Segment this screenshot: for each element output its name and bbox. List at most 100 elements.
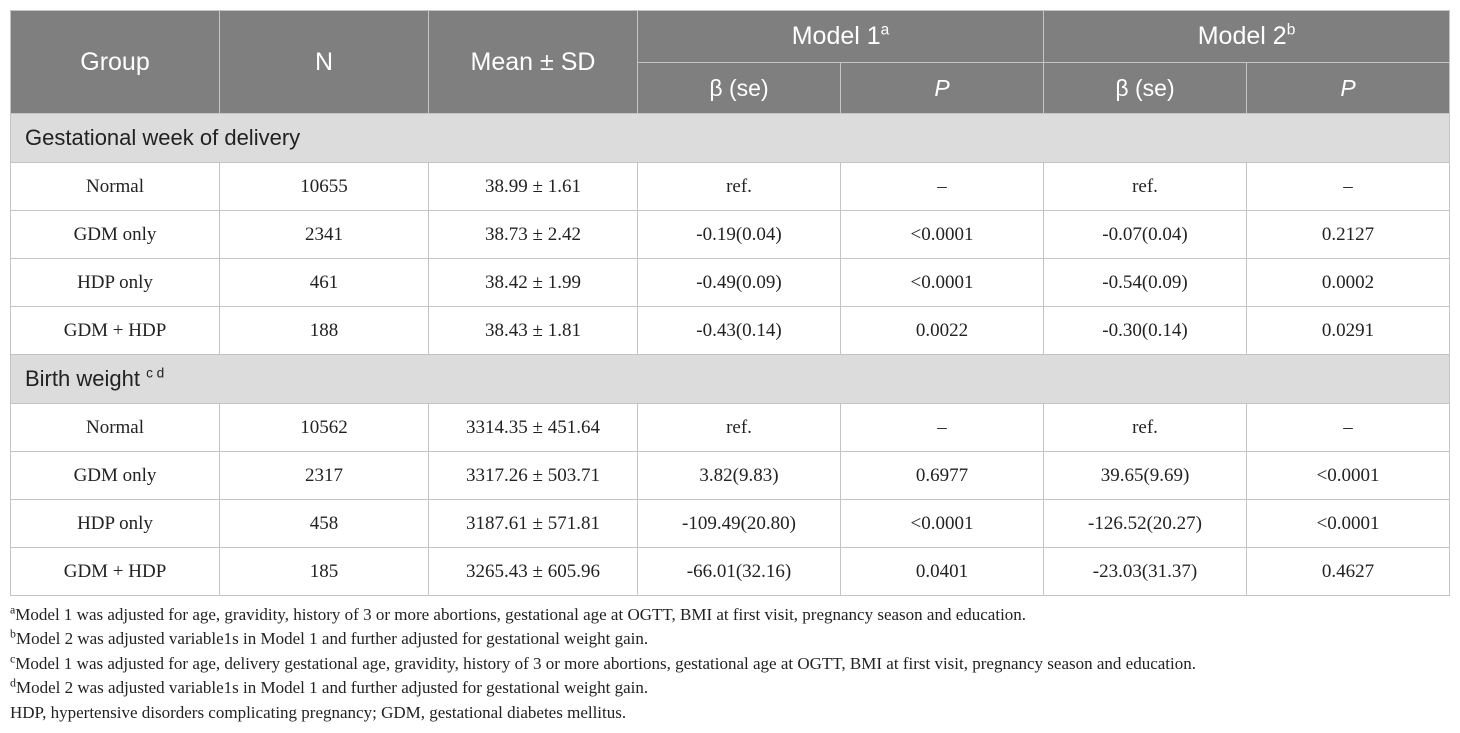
cell-model-1-p: – [839, 403, 1045, 452]
cell-model-1-beta: ref. [637, 403, 841, 452]
cell-model-2-p: 0.2127 [1246, 210, 1451, 259]
cell-model-1-p: – [839, 162, 1045, 211]
cell-group: Normal [10, 162, 220, 211]
table-body: Gestational week of delivery Normal 1065… [9, 113, 1451, 596]
section-title: Birth weight c d [9, 354, 1451, 404]
cell-n: 10655 [219, 162, 429, 211]
section-title-label: Birth weight [25, 366, 140, 391]
cell-group: HDP only [10, 499, 220, 548]
footnote-marker: d [10, 675, 16, 690]
table-row: GDM only 2317 3317.26 ± 503.71 3.82(9.83… [10, 451, 1451, 500]
cell-group: GDM only [10, 451, 220, 500]
header-model-2-p-label: P [1340, 74, 1356, 101]
footnote-abbreviations: HDP, hypertensive disorders complicating… [10, 701, 1450, 725]
footnotes: aModel 1 was adjusted for age, gravidity… [10, 603, 1450, 725]
cell-mean-sd: 38.42 ± 1.99 [428, 258, 638, 307]
cell-group: GDM + HDP [10, 306, 220, 355]
results-table: Group N Mean ± SD Model 1a Model 2b β (s… [9, 10, 1451, 596]
cell-model-2-p: 0.0291 [1246, 306, 1451, 355]
table-row: GDM + HDP 185 3265.43 ± 605.96 -66.01(32… [10, 547, 1451, 596]
section-row: Gestational week of delivery [9, 113, 1451, 163]
table-row: HDP only 458 3187.61 ± 571.81 -109.49(20… [10, 499, 1451, 548]
cell-model-2-p: <0.0001 [1246, 499, 1451, 548]
cell-group: GDM + HDP [10, 547, 220, 596]
header-model-1-beta: β (se) [637, 62, 841, 114]
header-model-1-sup: a [880, 21, 890, 39]
cell-model-2-p: 0.0002 [1246, 258, 1451, 307]
table-row: Normal 10562 3314.35 ± 451.64 ref. – ref… [10, 403, 1451, 452]
cell-model-1-beta: 3.82(9.83) [637, 451, 841, 500]
cell-n: 458 [219, 499, 429, 548]
cell-mean-sd: 3265.43 ± 605.96 [428, 547, 638, 596]
cell-mean-sd: 3187.61 ± 571.81 [428, 499, 638, 548]
cell-model-2-beta: -0.07(0.04) [1043, 210, 1248, 259]
header-model-2-sup: b [1286, 21, 1296, 39]
cell-model-2-beta: ref. [1043, 162, 1248, 211]
cell-model-1-beta: -0.43(0.14) [637, 306, 841, 355]
table-row: GDM + HDP 188 38.43 ± 1.81 -0.43(0.14) 0… [10, 306, 1451, 355]
section-title-label: Gestational week of delivery [25, 125, 301, 150]
header-group: Group [10, 10, 220, 114]
cell-model-1-beta: -0.19(0.04) [637, 210, 841, 259]
cell-group: Normal [10, 403, 220, 452]
header-model-1: Model 1a [636, 10, 1045, 63]
footnote-text: Model 2 was adjusted variable1s in Model… [15, 629, 649, 649]
header-model-1-p-label: P [934, 74, 950, 101]
footnote-b: bModel 2 was adjusted variable1s in Mode… [10, 627, 1450, 651]
cell-model-2-beta: ref. [1043, 403, 1248, 452]
cell-n: 461 [219, 258, 429, 307]
cell-n: 188 [219, 306, 429, 355]
cell-mean-sd: 38.43 ± 1.81 [428, 306, 638, 355]
cell-model-2-beta: -126.52(20.27) [1043, 499, 1248, 548]
cell-model-2-beta: 39.65(9.69) [1043, 451, 1248, 500]
header-mean-sd: Mean ± SD [428, 10, 638, 114]
footnote-marker: a [10, 602, 16, 617]
cell-mean-sd: 38.73 ± 2.42 [428, 210, 638, 259]
cell-n: 2341 [219, 210, 429, 259]
footnote-d: dModel 2 was adjusted variable1s in Mode… [10, 676, 1450, 700]
cell-model-1-p: <0.0001 [839, 258, 1045, 307]
cell-n: 10562 [219, 403, 429, 452]
header-model-2-beta: β (se) [1043, 62, 1248, 114]
header-model-1-label: Model 1 [791, 22, 881, 50]
footnote-text: HDP, hypertensive disorders complicating… [10, 702, 627, 722]
table-row: Normal 10655 38.99 ± 1.61 ref. – ref. – [10, 162, 1451, 211]
cell-n: 2317 [219, 451, 429, 500]
cell-model-2-p: – [1246, 403, 1451, 452]
header-n: N [219, 10, 429, 114]
cell-n: 185 [219, 547, 429, 596]
cell-group: HDP only [10, 258, 220, 307]
cell-model-1-p: <0.0001 [839, 210, 1045, 259]
cell-model-2-p: 0.4627 [1246, 547, 1451, 596]
table-header: Group N Mean ± SD Model 1a Model 2b β (s… [10, 10, 1451, 114]
table-row: GDM only 2341 38.73 ± 2.42 -0.19(0.04) <… [10, 210, 1451, 259]
section-row: Birth weight c d [9, 354, 1451, 404]
cell-mean-sd: 3314.35 ± 451.64 [428, 403, 638, 452]
footnote-text: Model 1 was adjusted for age, delivery g… [15, 653, 1196, 673]
cell-model-1-beta: -66.01(32.16) [637, 547, 841, 596]
table-row: HDP only 461 38.42 ± 1.99 -0.49(0.09) <0… [10, 258, 1451, 307]
header-model-2-p: P [1246, 62, 1451, 114]
cell-model-1-p: 0.6977 [839, 451, 1045, 500]
cell-model-2-p: <0.0001 [1246, 451, 1451, 500]
cell-mean-sd: 3317.26 ± 503.71 [428, 451, 638, 500]
cell-model-2-beta: -0.30(0.14) [1043, 306, 1248, 355]
footnote-text: Model 2 was adjusted variable1s in Model… [15, 678, 649, 698]
footnote-a: aModel 1 was adjusted for age, gravidity… [10, 603, 1450, 627]
cell-group: GDM only [10, 210, 220, 259]
section-title: Gestational week of delivery [9, 113, 1451, 163]
cell-model-1-p: 0.0022 [839, 306, 1045, 355]
footnote-text: Model 1 was adjusted for age, gravidity,… [15, 605, 1027, 624]
footnote-c: cModel 1 was adjusted for age, delivery … [10, 652, 1450, 676]
header-model-2: Model 2b [1043, 10, 1451, 63]
cell-model-1-p: 0.0401 [839, 547, 1045, 596]
cell-model-1-beta: -0.49(0.09) [637, 258, 841, 307]
cell-model-1-beta: ref. [637, 162, 841, 211]
cell-model-2-beta: -23.03(31.37) [1043, 547, 1248, 596]
cell-model-1-beta: -109.49(20.80) [637, 499, 841, 548]
cell-model-2-beta: -0.54(0.09) [1043, 258, 1248, 307]
section-title-sup: c d [146, 365, 165, 381]
footnote-marker: b [10, 626, 16, 641]
header-model-2-label: Model 2 [1197, 22, 1287, 50]
cell-mean-sd: 38.99 ± 1.61 [428, 162, 638, 211]
